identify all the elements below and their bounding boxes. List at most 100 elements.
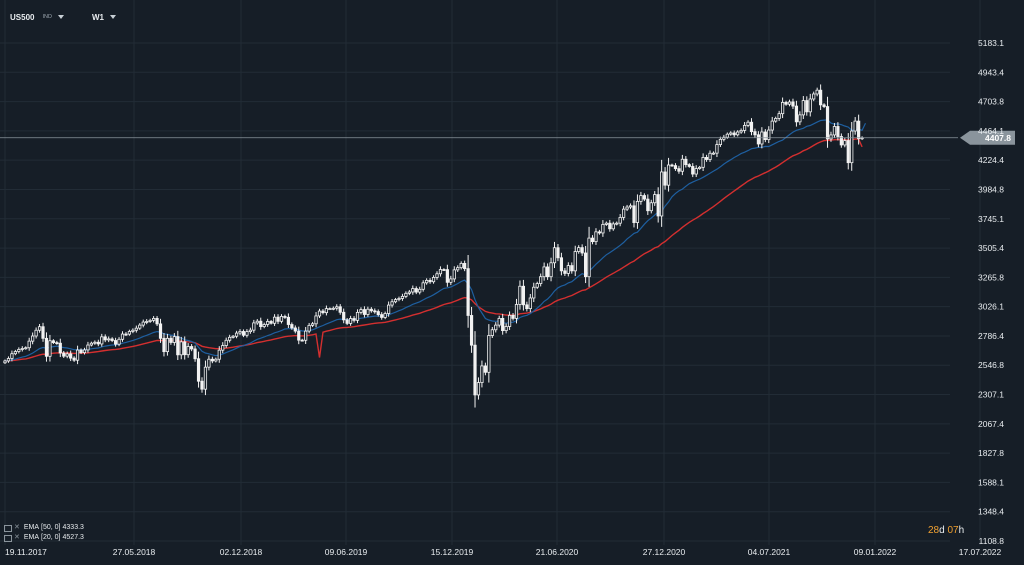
candle-body	[200, 380, 204, 390]
candle	[369, 307, 373, 313]
candle-body	[701, 157, 705, 168]
candle	[525, 301, 529, 312]
current-price-line: 4407.8	[0, 130, 1015, 145]
candle-body	[452, 269, 456, 280]
candle	[13, 349, 17, 356]
candle-body	[293, 327, 297, 332]
current-price-label: 4407.8	[985, 133, 1011, 143]
candle	[656, 187, 660, 223]
candle-body	[300, 339, 304, 342]
candle-body	[787, 101, 792, 105]
close-icon[interactable]: ✕	[14, 534, 20, 541]
settings-icon[interactable]	[4, 534, 12, 542]
candle	[497, 315, 501, 328]
candle-body	[82, 349, 87, 354]
candle-body	[335, 306, 339, 309]
candle-body	[27, 340, 31, 349]
candle-body	[13, 351, 17, 355]
candle	[283, 314, 287, 319]
candle-body	[590, 237, 595, 243]
candle-body	[179, 341, 183, 356]
candle	[729, 131, 733, 136]
candle-body	[456, 267, 460, 271]
candle	[625, 204, 629, 212]
candle-body	[110, 338, 114, 341]
candle-body	[570, 265, 574, 272]
candle	[169, 335, 173, 345]
candle	[608, 219, 612, 232]
candle	[749, 118, 754, 136]
grid-lines	[0, 0, 981, 545]
candle	[684, 156, 688, 168]
legend-row-ema20[interactable]: ✕ EMA [20, 0] 4527.3	[4, 533, 84, 543]
y-tick-label: 3265.8	[978, 272, 1004, 282]
candle	[72, 356, 76, 362]
candle	[504, 323, 508, 334]
candle-body	[466, 268, 470, 316]
candle	[196, 351, 201, 388]
candle	[238, 329, 242, 336]
ema-20-line	[4, 119, 867, 362]
candle	[255, 319, 259, 325]
candle-body	[767, 129, 771, 140]
timeframe-selector[interactable]: W1	[92, 13, 116, 22]
candle-body	[24, 347, 28, 350]
candle	[3, 359, 7, 365]
candle-body	[425, 279, 429, 284]
candle-body	[331, 307, 335, 310]
candle-body	[286, 316, 290, 325]
candle	[425, 278, 429, 285]
candle	[545, 263, 550, 280]
settings-icon[interactable]	[4, 524, 12, 532]
countdown-hours: 07	[947, 525, 959, 536]
candle-body	[283, 316, 287, 318]
candle	[79, 348, 83, 355]
candle-body	[459, 262, 463, 269]
symbol-type-label: IND	[42, 14, 52, 20]
chevron-down-icon	[57, 15, 64, 19]
candle-body	[248, 329, 252, 332]
candle	[359, 307, 363, 315]
candle	[252, 319, 256, 333]
x-tick-label: 15.12.2019	[431, 547, 474, 557]
candle	[753, 128, 757, 138]
close-icon[interactable]: ✕	[14, 524, 20, 531]
candle-body	[729, 132, 733, 135]
candle	[857, 114, 861, 145]
candle	[660, 159, 664, 227]
candle-body	[763, 131, 767, 140]
candle	[787, 99, 792, 107]
candle-body	[338, 306, 342, 313]
candle	[480, 360, 484, 388]
candle	[635, 194, 640, 229]
candle-body	[176, 336, 180, 356]
legend-row-ema50[interactable]: ✕ EMA [50, 0] 4333.3	[4, 523, 84, 533]
candle	[711, 151, 716, 155]
candle-body	[390, 301, 394, 306]
ema-20-series	[4, 119, 867, 362]
ema-value: 4527.3	[62, 534, 84, 541]
candle	[10, 350, 14, 362]
candle-body	[107, 338, 111, 341]
candle	[293, 325, 297, 334]
candle-body	[431, 277, 436, 283]
candle-body	[352, 318, 356, 321]
candle	[41, 322, 45, 342]
candle	[58, 338, 62, 358]
candle	[649, 199, 653, 214]
candle-body	[51, 340, 55, 343]
candle	[224, 337, 228, 348]
candle	[514, 298, 519, 324]
candle	[310, 321, 315, 328]
symbol-selector[interactable]: US500 IND	[10, 13, 64, 22]
candle-body	[815, 89, 819, 95]
candle-body	[89, 342, 93, 346]
candle-body	[158, 323, 163, 339]
candle	[438, 266, 443, 277]
candle	[677, 165, 681, 174]
candle-body	[117, 338, 121, 345]
indicator-legend: ✕ EMA [50, 0] 4333.3 ✕ EMA [20, 0] 4527.…	[4, 523, 84, 543]
candle-body	[355, 312, 360, 321]
candle	[670, 163, 674, 167]
